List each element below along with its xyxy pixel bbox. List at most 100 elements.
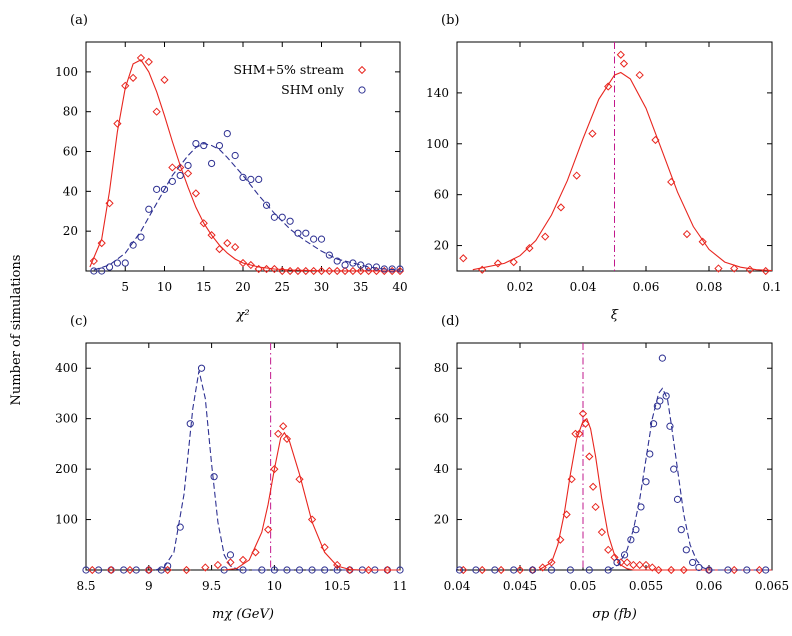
data-point-shm: [705, 566, 713, 574]
data-point-shm: [153, 185, 161, 193]
data-point-stream: [619, 59, 629, 68]
data-point-stream: [88, 565, 97, 575]
data-point-stream: [231, 242, 240, 252]
data-point-stream: [128, 73, 138, 82]
data-point-stream: [478, 565, 487, 575]
y-tick-label: 20: [434, 239, 449, 253]
x-tick-label: 5: [121, 280, 129, 294]
data-point-shm: [357, 261, 365, 269]
x-tick-label: 9: [145, 579, 153, 593]
data-point-stream: [107, 565, 116, 575]
data-point-shm: [762, 566, 770, 574]
x-tick-label: 30: [314, 280, 329, 294]
data-point-stream: [285, 266, 295, 276]
x-axis-title: χ²: [235, 308, 249, 323]
data-point-shm: [613, 558, 621, 567]
data-point-stream: [89, 256, 98, 266]
data-point-shm: [286, 217, 294, 225]
data-point-stream: [597, 528, 607, 537]
data-point-stream: [556, 203, 566, 212]
data-point-stream: [144, 57, 153, 67]
y-tick-label: 20: [434, 513, 449, 527]
x-tick-label: 0.02: [507, 280, 534, 294]
x-tick-label: 0.065: [755, 579, 789, 593]
data-point-shm: [270, 566, 278, 574]
data-point-stream: [493, 259, 503, 268]
data-point-stream: [125, 565, 135, 575]
data-point-stream: [635, 560, 644, 570]
data-point-shm: [341, 261, 349, 269]
x-tick-label: 8.5: [76, 579, 95, 593]
data-point-stream: [496, 565, 506, 575]
data-point-shm: [642, 478, 650, 486]
x-tick-label: 0.08: [696, 280, 723, 294]
legend-label: SHM only: [281, 82, 345, 97]
data-point-stream: [215, 244, 224, 254]
data-point-shm: [627, 536, 635, 544]
data-point-shm: [160, 185, 169, 193]
data-point-stream: [333, 266, 342, 276]
panel-label: (c): [70, 314, 87, 329]
fit-curve-stream: [538, 417, 772, 571]
x-tick-label: 0.1: [762, 280, 781, 294]
data-point-shm: [673, 495, 682, 503]
data-point-stream: [629, 560, 638, 570]
y-tick-label: 60: [63, 145, 78, 159]
data-point-stream: [547, 558, 556, 567]
data-point-stream: [333, 560, 342, 570]
data-point-stream: [509, 257, 518, 267]
data-point-stream: [588, 482, 598, 491]
y-tick-label: 300: [55, 412, 78, 426]
data-point-shm: [310, 235, 318, 243]
data-point-stream: [136, 53, 146, 63]
data-point-shm: [695, 563, 703, 572]
data-point-stream: [144, 565, 153, 575]
data-point-stream: [538, 563, 547, 572]
data-point-shm: [184, 161, 192, 170]
data-point-shm: [197, 364, 206, 372]
y-tick-label: 100: [55, 513, 78, 527]
data-point-shm: [192, 139, 200, 148]
data-point-stream: [278, 266, 287, 276]
data-point-stream: [372, 266, 381, 276]
data-point-shm: [317, 235, 326, 243]
shared-y-axis-label: Number of simulations: [9, 255, 24, 406]
x-axis-title: ξ: [611, 308, 619, 323]
x-tick-label: 0.04: [444, 579, 471, 593]
y-tick-label: 80: [434, 361, 449, 375]
data-point-stream: [730, 565, 739, 575]
data-point-stream: [238, 555, 248, 565]
data-point-shm: [283, 566, 291, 574]
panel-b: 0.02 0.04 0.06 0.08 0.1 20 60 100 140 (b) ξ: [426, 13, 781, 323]
data-point-stream: [745, 265, 755, 274]
data-point-stream: [395, 266, 405, 276]
x-tick-label: 0.055: [629, 579, 663, 593]
data-point-stream: [667, 565, 676, 575]
data-point-shm: [333, 257, 341, 265]
x-tick-label: 10.5: [324, 579, 351, 593]
x-tick-label: 40: [392, 280, 407, 294]
data-point-shm: [658, 354, 666, 362]
data-point-shm: [689, 558, 697, 567]
data-point-stream: [226, 558, 235, 567]
data-point-shm: [262, 201, 271, 209]
x-axis-title: mχ (GeV): [212, 607, 274, 622]
data-point-stream: [588, 129, 597, 138]
data-point-shm: [365, 263, 373, 271]
y-tick-label: 80: [63, 105, 78, 119]
y-tick-label: 140: [426, 86, 449, 100]
data-point-stream: [364, 266, 373, 276]
data-point-shm: [223, 130, 231, 138]
data-point-stream: [714, 264, 723, 273]
fit-curve-shm: [154, 370, 400, 571]
y-tick-label: 100: [426, 137, 449, 151]
y-tick-label: 20: [63, 224, 78, 238]
legend-marker-diamond: [357, 65, 367, 75]
plot-frame: [85, 342, 401, 571]
y-tick-label: 60: [434, 188, 449, 202]
data-point-stream: [320, 543, 329, 552]
data-point-shm: [295, 566, 304, 574]
data-point-stream: [604, 82, 613, 91]
data-point-shm: [472, 566, 480, 574]
